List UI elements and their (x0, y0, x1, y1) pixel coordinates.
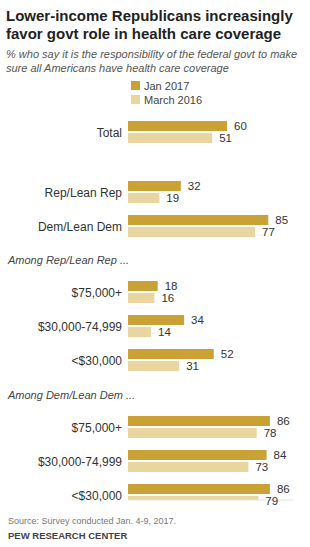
bar (128, 281, 158, 291)
legend-swatch (131, 81, 140, 90)
bar (128, 428, 257, 438)
bar (128, 327, 151, 337)
bar (128, 496, 258, 500)
data-label: 34 (191, 314, 204, 326)
data-label: 85 (275, 214, 288, 226)
bar (128, 215, 268, 225)
data-label: 86 (277, 483, 290, 495)
bar (128, 462, 248, 472)
legend-label: Jan 2017 (144, 80, 189, 92)
category-label: Total (97, 126, 122, 140)
bar (128, 361, 179, 371)
data-label: 16 (161, 292, 174, 304)
bar (128, 315, 184, 325)
bar (128, 450, 267, 460)
data-label: 60 (234, 120, 247, 132)
bar (128, 349, 214, 359)
category-label: $30,000-74,999 (38, 320, 122, 334)
category-label: Rep/Lean Rep (45, 186, 123, 200)
category-label: $30,000-74,999 (38, 455, 122, 469)
data-label: 86 (277, 415, 290, 427)
bar (128, 293, 154, 303)
group-heading: Among Dem/Lean Dem ... (7, 389, 135, 401)
category-label: Dem/Lean Dem (38, 220, 122, 234)
title: Lower-income Republicans increasingly fa… (6, 7, 302, 43)
data-label: 84 (274, 449, 287, 461)
bars (128, 121, 270, 500)
category-label: $75,000+ (72, 286, 122, 300)
bar (128, 121, 227, 131)
source: Source: Survey conducted Jan. 4-9, 2017. (8, 516, 176, 526)
bar (128, 484, 270, 494)
data-label: 31 (186, 360, 199, 372)
legend-label: March 2016 (144, 94, 202, 106)
bar (128, 416, 270, 426)
data-label: 32 (188, 180, 201, 192)
bar (128, 133, 212, 143)
plot-svg: Jan 2017 March 2016 Total 6051 Rep/Lean Rep 3… (0, 0, 310, 547)
bar (128, 227, 255, 237)
group-heading: Among Rep/Lean Rep ... (7, 254, 129, 266)
data-label: 19 (166, 192, 179, 204)
bar (128, 181, 181, 191)
bar (128, 193, 159, 203)
category-label: $75,000+ (72, 421, 122, 435)
data-label: 73 (255, 461, 268, 473)
category-label: <$30,000 (72, 489, 123, 503)
chart-root: Lower-income Republicans increasingly fa… (0, 0, 310, 547)
legend-swatch (131, 95, 140, 104)
data-label: 78 (264, 427, 277, 439)
data-label: 77 (262, 226, 275, 238)
data-label: 52 (221, 348, 234, 360)
data-label: 51 (219, 132, 232, 144)
data-label: 14 (158, 326, 171, 338)
category-label: <$30,000 (72, 354, 123, 368)
subtitle: % who say it is the responsibility of th… (6, 47, 306, 75)
data-label: 79 (265, 495, 278, 507)
data-label: 18 (165, 280, 178, 292)
credit: PEW RESEARCH CENTER (8, 530, 127, 541)
